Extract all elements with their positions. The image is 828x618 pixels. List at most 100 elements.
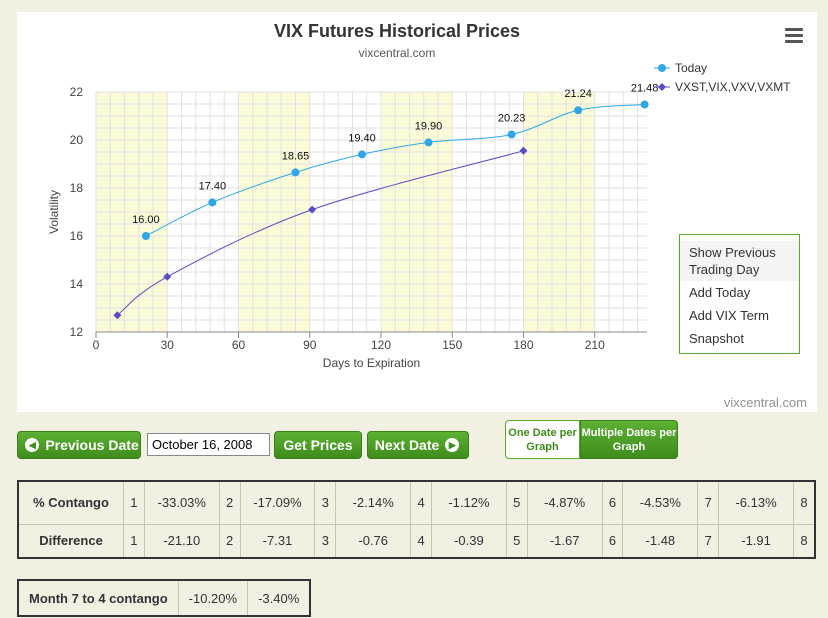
arrow-left-icon: ◀ [25, 438, 40, 452]
month-7-to-4-value: -10.20% [177, 579, 249, 617]
data-point [163, 272, 172, 281]
month-number: 4 [410, 480, 432, 525]
data-point [640, 100, 649, 109]
data-point [291, 168, 300, 177]
data-label: 18.65 [282, 150, 310, 162]
y-tick-label: 22 [70, 85, 84, 99]
table-row: Month 7 to 4 contango -10.20% -3.40% [17, 579, 311, 617]
x-tick-label: 120 [371, 338, 391, 352]
chart-panel: VIX Futures Historical Prices vixcentral… [17, 12, 817, 412]
data-point [208, 198, 217, 207]
x-tick-label: 30 [161, 338, 175, 352]
data-label: 21.48 [631, 82, 659, 94]
series-line [117, 150, 524, 316]
x-tick-label: 210 [585, 338, 605, 352]
difference-value: -1.67 [526, 523, 603, 559]
graph-mode-toggle: One Date per Graph Multiple Dates per Gr… [505, 420, 678, 459]
next-date-button[interactable]: Next Date ▶ [367, 431, 469, 459]
data-label: 21.24 [564, 88, 592, 100]
y-tick-label: 12 [70, 325, 84, 339]
table-row: Difference 1 -21.10 2 -7.31 3 -0.76 4 -0… [17, 523, 816, 559]
previous-date-label: Previous Date [45, 437, 139, 453]
x-tick-label: 0 [93, 338, 100, 352]
x-tick-label: 180 [513, 338, 533, 352]
month-number: 5 [505, 523, 528, 559]
data-point [308, 205, 317, 214]
month-number: 7 [697, 480, 720, 525]
month-7-to-4-label: Month 7 to 4 contango [17, 579, 179, 617]
y-tick-label: 18 [70, 181, 84, 195]
data-point [519, 146, 528, 155]
month-number: 8 [793, 523, 816, 559]
data-point [113, 311, 122, 320]
x-tick-label: 90 [303, 338, 317, 352]
month-number: 5 [505, 480, 528, 525]
difference-value: -0.76 [335, 523, 412, 559]
percent-contango-header: % Contango [17, 480, 125, 525]
month-number: 7 [697, 523, 720, 559]
data-label: 19.40 [348, 132, 376, 144]
contango-value: -6.13% [718, 480, 795, 525]
legend-label: Today [675, 61, 707, 75]
chart-subtitle: vixcentral.com [359, 46, 436, 60]
contango-value: -1.12% [430, 480, 507, 525]
data-label: 17.40 [199, 180, 227, 192]
month-number: 1 [123, 523, 145, 559]
legend-marker [658, 83, 666, 91]
data-point [507, 130, 516, 139]
menu-item-snapshot[interactable]: Snapshot [689, 331, 744, 346]
contango-value: -4.87% [526, 480, 603, 525]
x-axis-title: Days to Expiration [323, 356, 420, 370]
data-point [141, 232, 150, 240]
menu-item-add-vix-term[interactable]: Add VIX Term [689, 308, 769, 323]
month-7-to-4-value: -3.40% [247, 579, 311, 617]
month-number: 8 [793, 480, 816, 525]
contango-table: % Contango 1 -33.03% 2 -17.09% 3 -2.14% … [17, 480, 816, 559]
menu-item-show-previous-trading-day[interactable]: Show Previous Trading Day [680, 241, 799, 281]
month-number: 2 [218, 523, 241, 559]
y-tick-label: 14 [70, 277, 84, 291]
contango-value: -17.09% [239, 480, 316, 525]
month-number: 1 [123, 480, 145, 525]
arrow-right-icon: ▶ [445, 438, 460, 452]
next-date-label: Next Date [374, 437, 440, 453]
contango-value: -33.03% [143, 480, 220, 525]
y-tick-label: 16 [70, 229, 84, 243]
month-number: 6 [601, 480, 624, 525]
menu-item-add-today[interactable]: Add Today [689, 285, 751, 300]
legend-label: VXST,VIX,VXV,VXMT [675, 80, 791, 94]
month-7-to-4-table: Month 7 to 4 contango -10.20% -3.40% [17, 579, 312, 617]
vix-futures-chart: VIX Futures Historical Prices vixcentral… [47, 21, 791, 370]
hamburger-icon[interactable] [785, 28, 803, 44]
difference-value: -7.31 [239, 523, 316, 559]
series-line [145, 103, 645, 237]
data-point [574, 106, 583, 115]
y-axis-title: Volatility [47, 190, 61, 234]
data-label: 19.90 [415, 120, 443, 132]
one-date-per-graph-option[interactable]: One Date per Graph [505, 420, 580, 459]
data-label: 16.00 [132, 214, 160, 226]
chart-legend: Today VXST,VIX,VXV,VXMT [654, 61, 791, 94]
difference-value: -1.48 [622, 523, 699, 559]
table-row: % Contango 1 -33.03% 2 -17.09% 3 -2.14% … [17, 480, 816, 525]
legend-marker [658, 64, 666, 72]
month-number: 3 [314, 523, 337, 559]
x-tick-label: 150 [442, 338, 462, 352]
get-prices-label: Get Prices [283, 437, 353, 453]
data-point [424, 138, 433, 147]
contango-value: -4.53% [622, 480, 699, 525]
difference-value: -0.39 [430, 523, 507, 559]
chart-credit[interactable]: vixcentral.com [723, 395, 807, 410]
difference-value: -21.10 [143, 523, 220, 559]
date-input[interactable] [147, 433, 270, 456]
month-number: 2 [218, 480, 241, 525]
data-label: 20.23 [498, 112, 526, 124]
data-point [358, 150, 366, 159]
chart-context-menu: Show Previous Trading Day Add Today Add … [679, 234, 800, 354]
previous-date-button[interactable]: ◀ Previous Date [17, 431, 141, 459]
month-number: 3 [314, 480, 337, 525]
difference-value: -1.91 [718, 523, 795, 559]
get-prices-button[interactable]: Get Prices [274, 431, 362, 459]
y-tick-label: 20 [70, 133, 84, 147]
multiple-dates-per-graph-option[interactable]: Multiple Dates per Graph [580, 420, 678, 459]
